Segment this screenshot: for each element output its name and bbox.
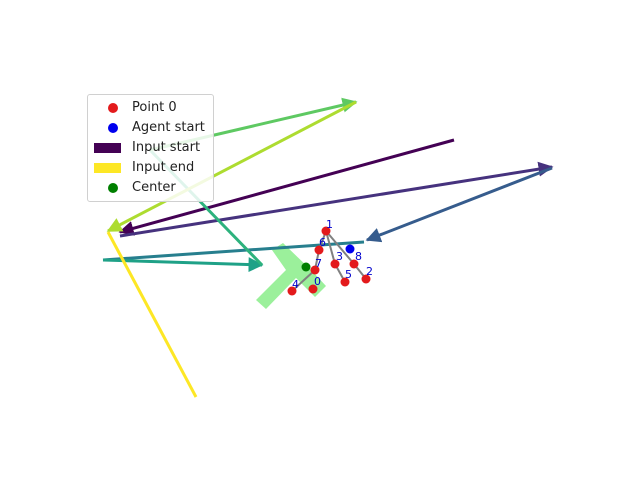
legend-item-input-end: Input end bbox=[88, 158, 213, 178]
legend-item-agent-start: Agent start bbox=[88, 118, 213, 138]
point-marker bbox=[340, 277, 350, 287]
point-label: 4 bbox=[292, 278, 299, 291]
point-label: 6 bbox=[319, 236, 326, 249]
arrow-segment bbox=[365, 166, 553, 243]
yellow-bar-icon bbox=[94, 163, 121, 173]
legend-item-point0: Point 0 bbox=[88, 98, 213, 118]
legend-item-center: Center bbox=[88, 178, 213, 198]
arrow-segment bbox=[118, 138, 455, 236]
legend-item-input-start: Input start bbox=[88, 138, 213, 158]
point-marker bbox=[330, 259, 340, 269]
point-marker bbox=[321, 226, 331, 236]
point-marker bbox=[287, 286, 297, 296]
purple-bar-icon bbox=[94, 143, 121, 153]
point-marker bbox=[310, 265, 320, 275]
point-marker bbox=[308, 284, 318, 294]
point-labels: 0 1 2 3 4 5 6 7 8 bbox=[292, 218, 373, 291]
skeleton-segment bbox=[325, 230, 336, 265]
agent-start-marker bbox=[345, 244, 355, 254]
point-markers bbox=[287, 226, 371, 296]
legend: Point 0 Agent start Input start Input en… bbox=[87, 94, 214, 202]
arrow-segment bbox=[119, 161, 554, 238]
point-label: 0 bbox=[314, 275, 321, 288]
arrow-segment bbox=[106, 231, 198, 398]
point-marker bbox=[349, 259, 359, 269]
point-label: 1 bbox=[326, 218, 333, 231]
point-label: 3 bbox=[336, 250, 343, 263]
point-label: 7 bbox=[315, 257, 322, 270]
input-arrows bbox=[102, 97, 554, 398]
center-marker bbox=[301, 262, 311, 272]
skeleton-segment bbox=[291, 269, 316, 292]
point-marker bbox=[361, 274, 371, 284]
blue-dot-icon bbox=[108, 123, 118, 133]
red-dot-icon bbox=[108, 103, 118, 113]
point-label: 5 bbox=[345, 268, 352, 281]
skeleton-segment bbox=[325, 230, 355, 265]
arrow-segment bbox=[102, 257, 264, 273]
point-marker bbox=[314, 245, 324, 255]
target-shape bbox=[256, 243, 326, 309]
point-label: 8 bbox=[355, 250, 362, 263]
arrow-segment bbox=[106, 100, 357, 233]
green-dot-icon bbox=[108, 183, 118, 193]
point-label: 2 bbox=[366, 265, 373, 278]
